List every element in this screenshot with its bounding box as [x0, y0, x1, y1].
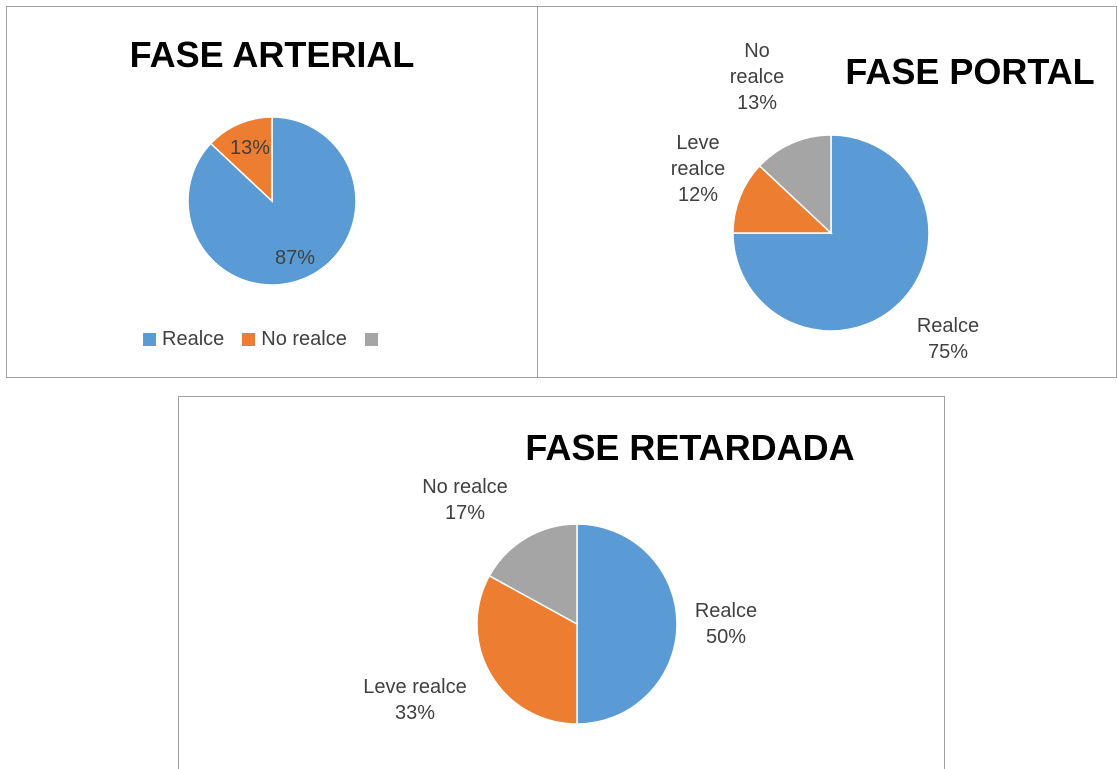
- chart-title: FASE RETARDADA: [525, 427, 855, 468]
- label-value: 13%: [736, 92, 778, 114]
- legend-item: [364, 333, 384, 346]
- chart-title: FASE PORTAL: [845, 51, 1095, 92]
- label-category: Leve realce: [670, 132, 726, 180]
- label-category: Leve realce: [363, 676, 467, 698]
- label-value: 17%: [444, 502, 486, 524]
- pie-slice: [732, 164, 833, 234]
- pie-slice: [209, 116, 273, 203]
- data-label: Realce 75%: [913, 313, 983, 365]
- pie-slice: [732, 134, 930, 332]
- label-value: 33%: [394, 702, 436, 724]
- label-value: 50%: [705, 626, 747, 648]
- legend-swatch: [143, 333, 156, 346]
- legend: Realce No realce: [143, 328, 402, 351]
- legend-swatch: [242, 333, 256, 346]
- label-category: No realce: [729, 40, 785, 88]
- data-label: No realce 17%: [395, 474, 535, 526]
- pie-slice: [758, 134, 832, 235]
- legend-label: No realce: [261, 328, 347, 350]
- chart-frame: [178, 396, 945, 769]
- label-value: 75%: [927, 341, 969, 363]
- data-label: 13%: [210, 135, 290, 161]
- label-value: 12%: [677, 184, 719, 206]
- legend-item: Realce: [143, 328, 224, 351]
- legend-item: No realce: [242, 328, 347, 351]
- data-label: 87%: [255, 245, 335, 271]
- chart-title: FASE ARTERIAL: [129, 34, 415, 75]
- label-category: Realce: [694, 600, 758, 622]
- data-label: Realce 50%: [656, 598, 796, 650]
- data-label: Leve realce 12%: [663, 130, 733, 208]
- pie-slice: [576, 523, 678, 725]
- pie-slice: [476, 574, 578, 725]
- label-category: Realce: [916, 315, 980, 337]
- label-category: No realce: [422, 476, 508, 498]
- label-value: 87%: [274, 247, 316, 269]
- data-label: No realce 13%: [722, 38, 792, 116]
- legend-swatch: [364, 333, 378, 346]
- legend-label: Realce: [162, 328, 225, 350]
- pie-slice: [488, 523, 578, 626]
- data-label: Leve realce 33%: [345, 674, 485, 726]
- label-value: 13%: [229, 137, 271, 159]
